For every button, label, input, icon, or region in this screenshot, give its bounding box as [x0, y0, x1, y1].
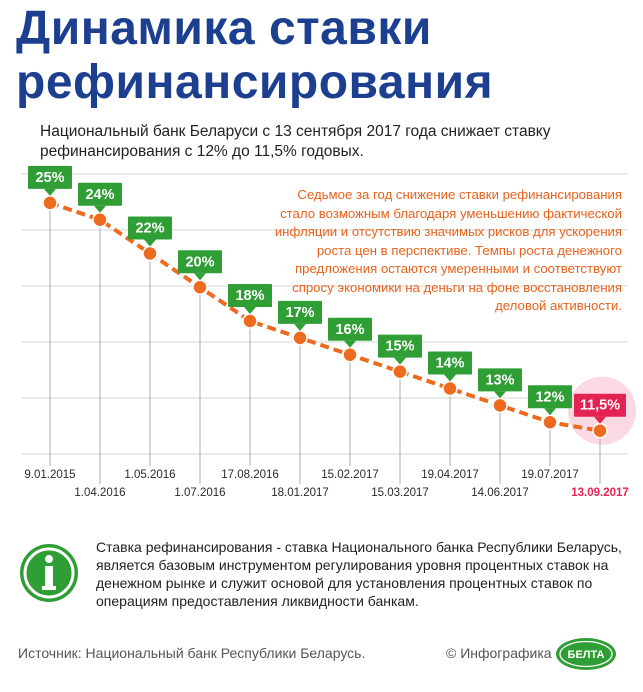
data-label-pointer	[494, 391, 506, 399]
date-label: 14.06.2017	[471, 487, 529, 499]
data-point	[442, 380, 458, 397]
data-label: 24%	[85, 187, 114, 203]
data-label-box	[478, 368, 522, 392]
data-label-pointer	[394, 357, 406, 365]
date-label: 1.07.2016	[174, 487, 225, 499]
data-label-box	[78, 182, 122, 206]
data-label: 13%	[485, 372, 514, 388]
data-label: 16%	[335, 322, 364, 338]
page-title: Динамика ставки рефинансирования	[16, 2, 636, 110]
date-label: 19.04.2017	[421, 469, 479, 481]
date-label: 15.02.2017	[321, 469, 379, 481]
data-label: 11,5%	[580, 398, 620, 414]
data-label-pointer	[144, 239, 156, 247]
title-line-2: рефинансирования	[16, 56, 494, 109]
data-point	[342, 347, 358, 363]
data-label-pointer	[344, 340, 356, 348]
orange-note: Седьмое за год снижение ставки рефинанси…	[274, 187, 622, 313]
data-label: 12%	[535, 389, 564, 405]
date-label: 15.03.2017	[371, 487, 429, 499]
rate-chart: 9.01.2015 1.04.2016 1.05.2016 1.07.2016 17.0…	[22, 165, 636, 499]
date-label: 13.09.2017	[571, 487, 629, 499]
data-label-box	[428, 351, 472, 375]
data-label-box	[528, 385, 572, 409]
date-label: 1.04.2016	[74, 487, 125, 499]
data-label-pointer	[244, 307, 256, 314]
data-label-box	[378, 334, 422, 358]
data-point	[242, 313, 258, 329]
date-label: 18.01.2017	[271, 487, 329, 499]
data-label-pointer	[94, 205, 106, 213]
credit-text: © Инфографика	[446, 645, 552, 661]
date-label: 9.01.2015	[24, 469, 75, 481]
data-label: 14%	[435, 356, 464, 372]
date-label: 17.08.2016	[221, 469, 279, 481]
info-icon	[20, 544, 78, 602]
data-label-pointer	[194, 273, 206, 281]
data-label: 15%	[385, 339, 414, 355]
data-label: 20%	[185, 254, 214, 270]
date-label: 1.05.2016	[124, 469, 175, 481]
source-text: Источник: Национальный банк Республики Б…	[18, 645, 366, 661]
belta-logo-text: БЕЛТА	[568, 649, 605, 661]
date-label: 19.07.2017	[521, 469, 579, 481]
data-label-pointer	[544, 408, 556, 416]
data-label-box	[28, 165, 72, 189]
data-label-box	[574, 393, 626, 417]
data-label-box	[128, 216, 172, 240]
data-point	[42, 195, 58, 211]
title-line-1: Динамика ставки	[16, 2, 432, 55]
data-point	[192, 279, 208, 295]
data-label-pointer	[444, 374, 456, 382]
data-point	[392, 363, 408, 380]
data-point	[542, 414, 558, 430]
data-point	[92, 212, 108, 228]
data-label: 22%	[135, 221, 164, 237]
data-label-box	[278, 300, 322, 324]
data-label-box	[178, 250, 222, 274]
data-label-pointer	[294, 323, 306, 331]
subtitle: Национальный банк Беларуси с 13 сентября…	[40, 123, 551, 160]
data-label-pointer	[44, 188, 56, 196]
data-label: 25%	[35, 170, 64, 186]
data-label-box	[328, 317, 372, 341]
data-label: 17%	[285, 305, 314, 321]
data-label: 18%	[235, 288, 264, 304]
belta-logo: БЕЛТА	[556, 638, 616, 670]
data-point	[492, 397, 508, 414]
data-point	[292, 330, 308, 346]
data-point	[592, 422, 608, 439]
info-text: Ставка рефинансирования - ставка Национа…	[96, 539, 622, 609]
data-label-pointer	[594, 416, 606, 424]
data-point	[142, 245, 158, 262]
data-label-box	[228, 284, 272, 307]
series-line	[49, 200, 601, 433]
